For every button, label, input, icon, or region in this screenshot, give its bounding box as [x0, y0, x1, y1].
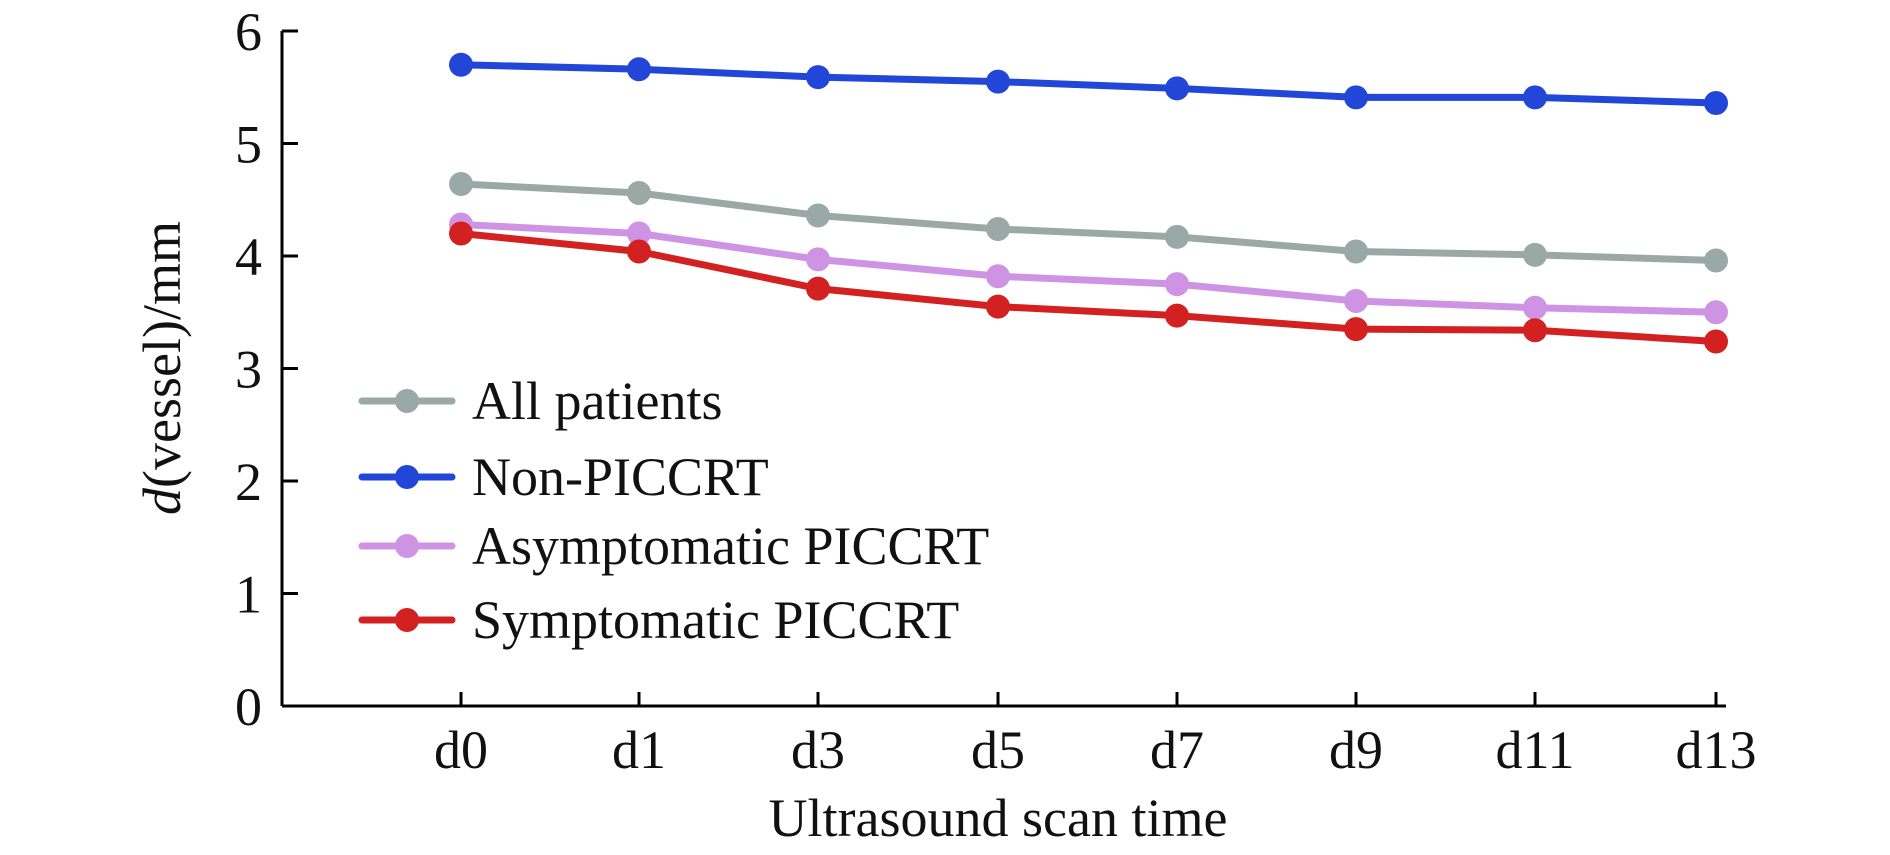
x-tick-label: d3 [791, 720, 845, 780]
data-point [986, 217, 1010, 241]
series-symptomatic-piccrt [449, 221, 1728, 354]
y-tick-label: 1 [235, 565, 262, 625]
data-point [806, 247, 830, 272]
data-point [1344, 239, 1368, 264]
data-point [1165, 272, 1189, 297]
x-tick-label: d7 [1150, 720, 1204, 780]
y-axis-title: d(vessel)/mm [132, 221, 192, 515]
data-point [627, 239, 651, 264]
y-axis-title-rest: (vessel)/mm [132, 221, 192, 488]
y-tick-label: 0 [235, 677, 262, 737]
data-point [627, 221, 651, 246]
y-tick-label: 5 [235, 115, 262, 175]
legend-label: Symptomatic PICCRT [472, 590, 959, 650]
x-tick-label: d11 [1496, 720, 1575, 780]
data-point [1704, 248, 1728, 273]
series-line [457, 221, 1720, 316]
data-point [806, 65, 830, 90]
series-asymptomatic-piccrt [449, 212, 1728, 325]
data-point [986, 294, 1010, 319]
y-tick-label: 4 [235, 227, 262, 287]
legend-swatch-marker [395, 465, 419, 489]
y-tick-label: 2 [235, 452, 262, 512]
x-tick-label: d13 [1676, 720, 1757, 780]
data-point [627, 57, 651, 82]
legend-item: Asymptomatic PICCRT [358, 516, 989, 576]
legend-label: All patients [472, 371, 722, 431]
legend: All patients Non-PICCRT Asymptomatic PICCR… [358, 371, 989, 650]
series-all-patients [449, 172, 1728, 273]
data-point [1704, 300, 1728, 325]
data-point [1344, 289, 1368, 313]
series-line [457, 230, 1720, 345]
x-tick-label: d1 [612, 720, 666, 780]
data-point [449, 172, 473, 196]
data-point [1523, 85, 1547, 110]
y-axis-ticks: 0 1 2 3 4 5 6 [235, 2, 298, 737]
legend-item: All patients [358, 371, 722, 431]
series-line [457, 180, 1720, 264]
data-point [1523, 242, 1547, 267]
y-tick-label: 3 [235, 340, 262, 400]
x-axis-title: Ultrasound scan time [769, 788, 1228, 848]
data-point [986, 264, 1010, 289]
legend-swatch-marker [395, 389, 419, 413]
x-axis-ticks: d0 d1 d3 d5 d7 d9 d11 d13 [434, 692, 1757, 780]
x-tick-label: d5 [971, 720, 1025, 780]
y-axis-title-italic: d [132, 487, 192, 515]
legend-item: Symptomatic PICCRT [358, 590, 959, 650]
legend-swatch-marker [395, 608, 419, 632]
series-line [457, 61, 1720, 107]
data-point [1523, 295, 1547, 320]
x-tick-label: d9 [1329, 720, 1383, 780]
data-point [1344, 85, 1368, 110]
data-point [1704, 91, 1728, 115]
x-tick-label: d0 [434, 720, 488, 780]
legend-label: Asymptomatic PICCRT [472, 516, 989, 576]
legend-item: Non-PICCRT [358, 447, 769, 507]
data-point [986, 69, 1010, 94]
data-point [1165, 303, 1189, 328]
data-point [627, 181, 651, 205]
series-group [449, 52, 1728, 354]
data-point [1344, 317, 1368, 342]
data-point [1523, 318, 1547, 343]
data-point [1165, 76, 1189, 101]
legend-label: Non-PICCRT [472, 447, 769, 507]
data-point [806, 203, 830, 228]
legend-swatch-marker [395, 534, 419, 558]
data-point [806, 276, 830, 301]
y-tick-label: 6 [235, 2, 262, 62]
data-point [1165, 224, 1189, 249]
series-non-piccrt [449, 52, 1728, 115]
data-point [1704, 329, 1728, 354]
data-point [449, 221, 473, 246]
data-point [449, 52, 473, 77]
